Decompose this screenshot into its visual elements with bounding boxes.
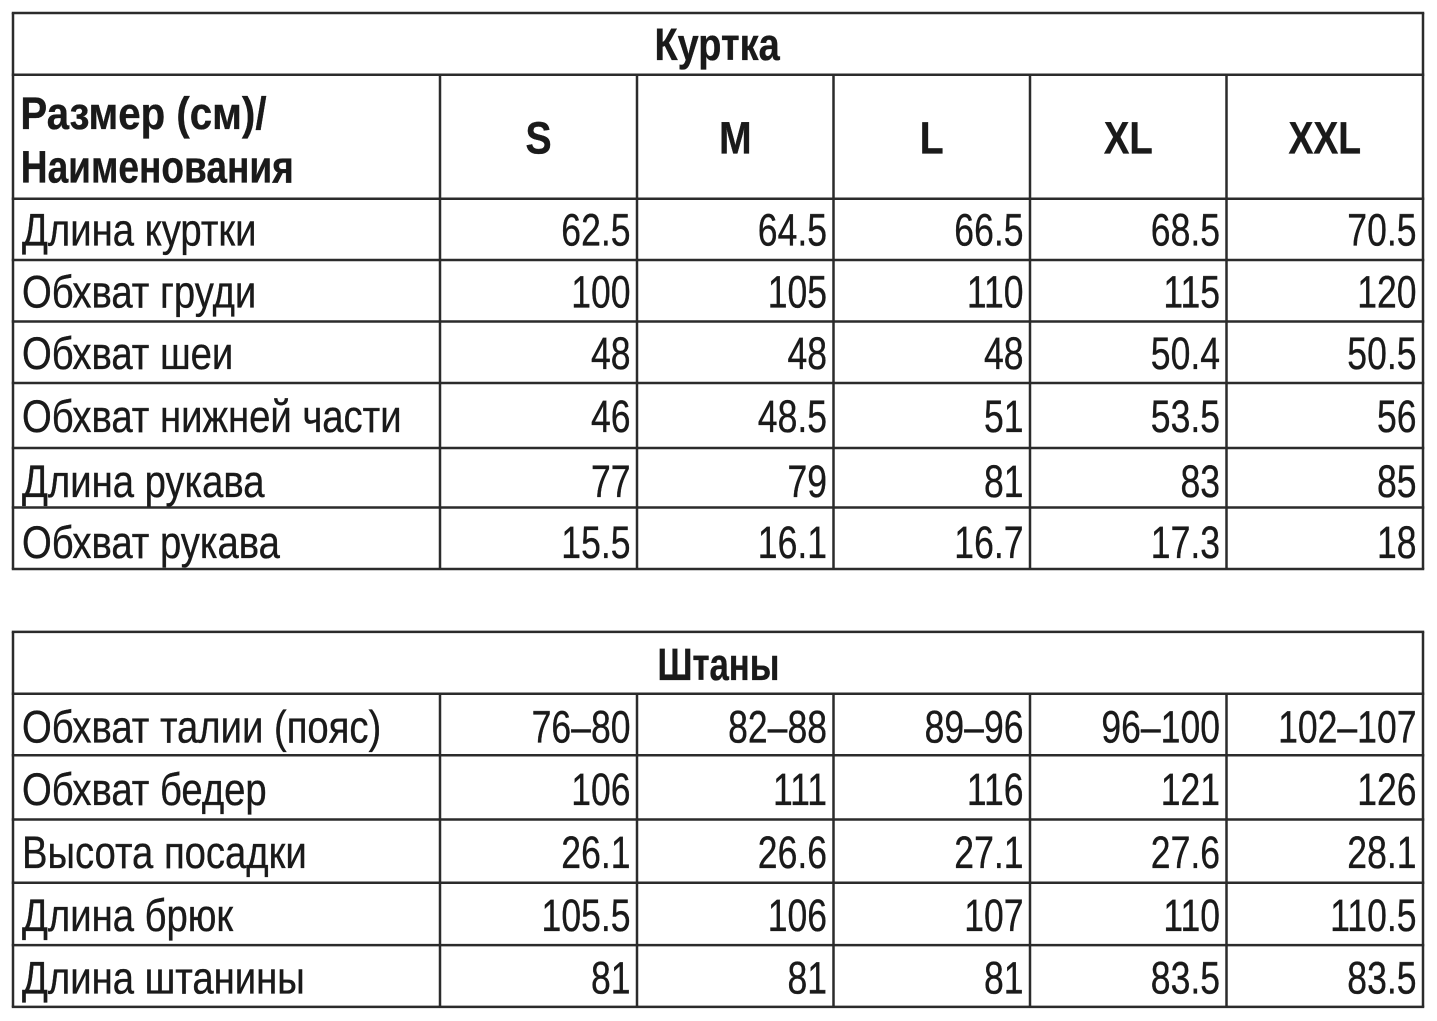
svg-text:16.1: 16.1 [758, 517, 827, 568]
svg-text:81: 81 [787, 953, 827, 1004]
svg-text:28.1: 28.1 [1347, 827, 1416, 878]
svg-text:82–88: 82–88 [728, 702, 827, 753]
svg-text:111: 111 [773, 764, 827, 815]
svg-text:M: M [719, 113, 752, 163]
svg-text:17.3: 17.3 [1151, 517, 1220, 568]
svg-text:126: 126 [1357, 764, 1416, 815]
svg-text:Обхват груди: Обхват груди [22, 267, 256, 318]
svg-text:105.5: 105.5 [542, 890, 631, 941]
svg-text:110: 110 [967, 266, 1024, 317]
svg-text:26.6: 26.6 [758, 827, 827, 878]
svg-text:76–80: 76–80 [532, 702, 631, 753]
svg-text:48: 48 [984, 328, 1024, 379]
svg-text:46: 46 [591, 391, 631, 442]
svg-text:100: 100 [571, 266, 630, 317]
svg-text:79: 79 [787, 456, 827, 507]
svg-text:Длина штанины: Длина штанины [22, 953, 305, 1004]
svg-text:Обхват рукава: Обхват рукава [22, 517, 281, 568]
svg-text:66.5: 66.5 [954, 205, 1023, 256]
svg-text:L: L [920, 113, 944, 163]
svg-text:27.1: 27.1 [954, 827, 1023, 878]
svg-text:83: 83 [1180, 456, 1220, 507]
svg-text:51: 51 [984, 391, 1024, 442]
svg-text:70.5: 70.5 [1347, 205, 1416, 256]
svg-text:77: 77 [591, 456, 631, 507]
svg-text:53.5: 53.5 [1151, 391, 1220, 442]
svg-text:83.5: 83.5 [1347, 953, 1416, 1004]
svg-text:Обхват талии (пояс): Обхват талии (пояс) [22, 702, 381, 753]
svg-text:Обхват бедер: Обхват бедер [22, 764, 267, 815]
svg-text:115: 115 [1163, 266, 1220, 317]
svg-text:Обхват нижней части: Обхват нижней части [22, 391, 402, 442]
svg-text:16.7: 16.7 [954, 517, 1023, 568]
svg-text:85: 85 [1377, 456, 1417, 507]
svg-text:48: 48 [591, 328, 631, 379]
svg-text:XXL: XXL [1288, 113, 1361, 163]
svg-text:XL: XL [1104, 113, 1153, 164]
svg-text:62.5: 62.5 [561, 205, 630, 256]
svg-text:96–100: 96–100 [1101, 702, 1220, 753]
svg-text:121: 121 [1161, 764, 1220, 815]
svg-text:Высота посадки: Высота посадки [22, 827, 307, 878]
svg-text:Наименования: Наименования [21, 142, 294, 192]
svg-text:68.5: 68.5 [1151, 205, 1220, 256]
svg-text:Штаны: Штаны [657, 640, 779, 690]
svg-text:27.6: 27.6 [1151, 827, 1220, 878]
svg-text:Размер (см)/: Размер (см)/ [20, 89, 266, 140]
svg-text:110.5: 110.5 [1330, 890, 1416, 941]
svg-text:48: 48 [787, 328, 827, 379]
svg-text:56: 56 [1377, 391, 1417, 442]
svg-text:18: 18 [1377, 517, 1417, 568]
svg-text:120: 120 [1357, 266, 1416, 317]
svg-text:Длина брюк: Длина брюк [22, 890, 234, 941]
svg-text:48.5: 48.5 [758, 391, 827, 442]
svg-text:Обхват шеи: Обхват шеи [22, 328, 233, 379]
svg-text:15.5: 15.5 [561, 517, 630, 568]
svg-text:26.1: 26.1 [561, 827, 630, 878]
svg-text:S: S [525, 113, 551, 163]
svg-text:89–96: 89–96 [925, 702, 1024, 753]
svg-text:81: 81 [984, 953, 1024, 1004]
svg-text:107: 107 [964, 890, 1023, 941]
svg-text:64.5: 64.5 [758, 205, 827, 256]
svg-text:106: 106 [768, 890, 827, 941]
svg-text:110: 110 [1163, 890, 1220, 941]
svg-text:83.5: 83.5 [1151, 953, 1220, 1004]
svg-text:Куртка: Куртка [654, 19, 780, 70]
svg-text:50.4: 50.4 [1151, 328, 1220, 379]
svg-text:Длина рукава: Длина рукава [22, 456, 265, 507]
svg-text:102–107: 102–107 [1278, 702, 1416, 753]
svg-text:81: 81 [591, 953, 631, 1004]
svg-text:106: 106 [571, 764, 630, 815]
svg-text:116: 116 [967, 764, 1024, 815]
svg-text:Длина куртки: Длина куртки [22, 205, 256, 256]
svg-text:81: 81 [984, 456, 1024, 507]
svg-text:105: 105 [768, 266, 827, 317]
svg-text:50.5: 50.5 [1347, 328, 1416, 379]
